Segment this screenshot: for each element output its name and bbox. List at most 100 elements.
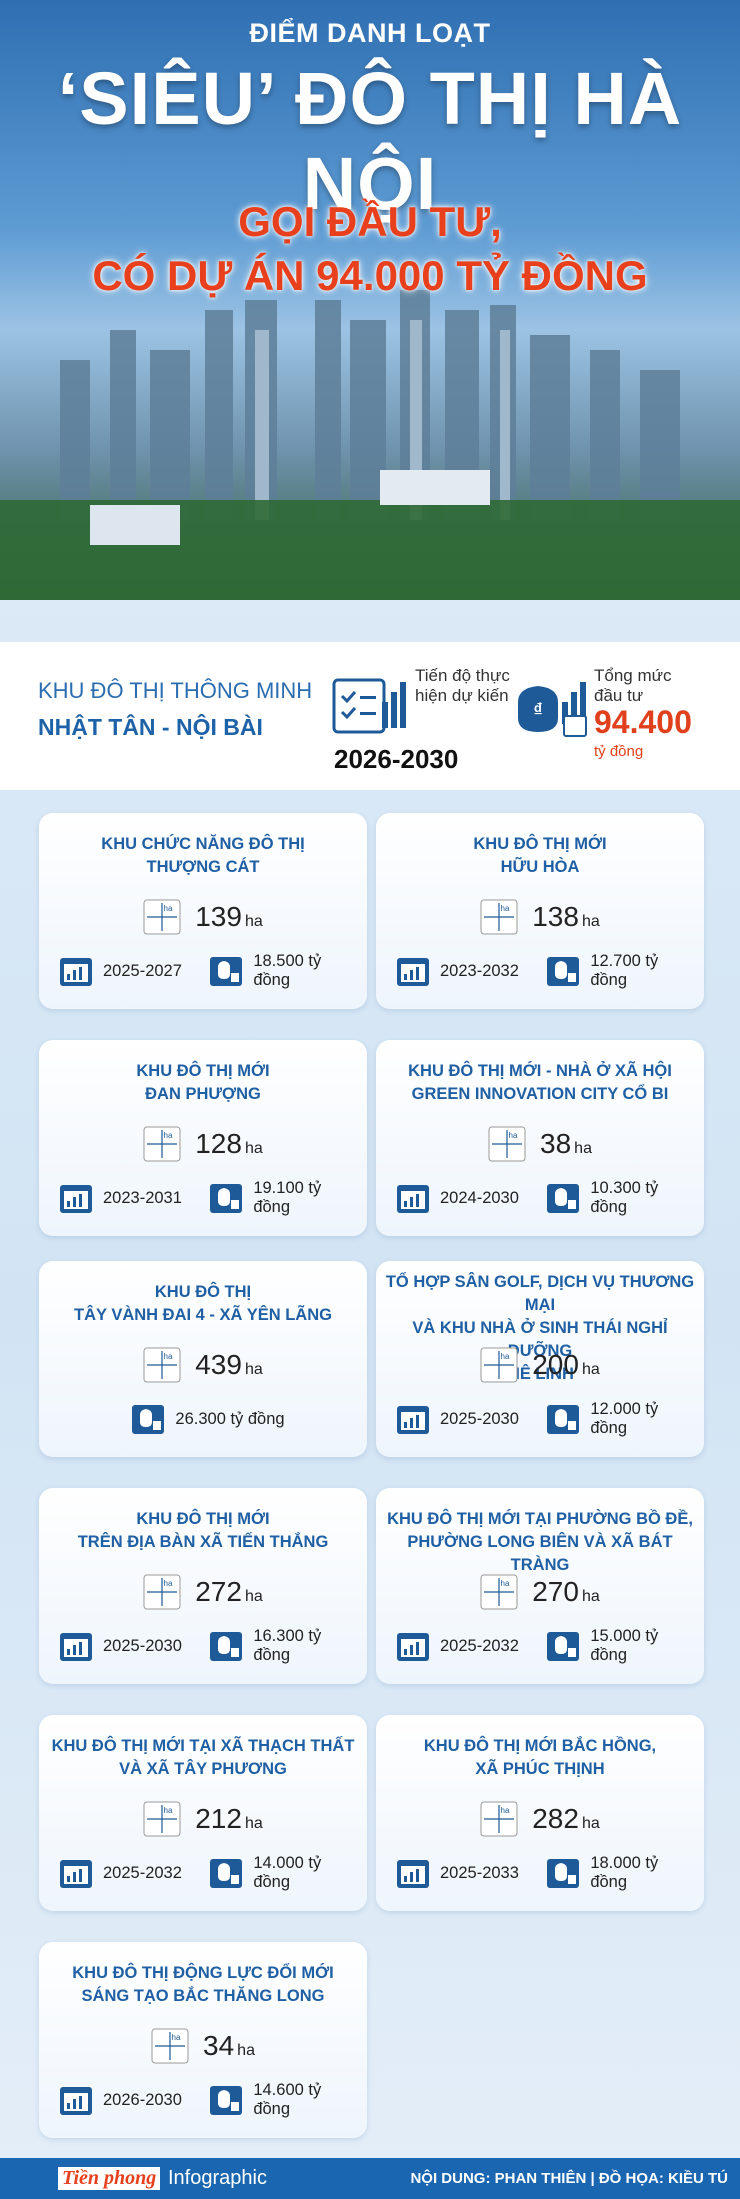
area-icon-unit: ha	[164, 1131, 173, 1140]
investment: 14.600 tỷ đồng	[253, 2081, 322, 2118]
area-row: ha 270 ha	[376, 1574, 704, 1610]
area-unit: ha	[244, 1588, 263, 1605]
area-icon: ha	[480, 1801, 518, 1837]
investment-icon	[210, 2086, 243, 2115]
area-number: 38	[540, 1128, 572, 1159]
project-name-line: THƯỢNG CÁT	[146, 858, 260, 876]
details-row: 2025-2027 18.500 tỷ đồng	[59, 952, 357, 989]
project-name: KHU ĐÔ THỊ MỚI BẮC HỒNG, XÃ PHÚC THỊNH	[382, 1735, 698, 1781]
details-row: 2023-2031 19.100 tỷ đồng	[59, 1179, 357, 1216]
period: 2025-2033	[440, 1863, 519, 1882]
area-icon: ha	[143, 1574, 181, 1610]
area-icon: ha	[480, 1347, 518, 1383]
project-card: KHU ĐÔ THỊ MỚI BẮC HỒNG, XÃ PHÚC THỊNH ha 2…	[376, 1715, 704, 1911]
period: 2024-2030	[440, 1188, 519, 1207]
area-value: 272 ha	[195, 1576, 263, 1608]
project-name: KHU ĐÔ THỊ ĐỘNG LỰC ĐỔI MỚI SÁNG TẠO BẮC …	[45, 1962, 361, 2008]
area-value: 38 ha	[540, 1128, 592, 1160]
investment-unit: tỷ đồng	[594, 743, 644, 760]
brand-section: Infographic	[168, 2167, 267, 2189]
brand: Tiền phong	[58, 2167, 161, 2190]
area-icon: ha	[480, 1574, 518, 1610]
area-unit: ha	[244, 913, 263, 930]
project-name-line: KHU ĐÔ THỊ	[154, 1283, 252, 1301]
investment-icon	[132, 1405, 165, 1434]
details-row: 2023-2032 12.700 tỷ đồng	[396, 952, 694, 989]
investment-label: Tổng mức đầu tư	[594, 666, 672, 705]
area-number: 34	[203, 2030, 235, 2061]
period: 2026-2030	[103, 2090, 182, 2109]
area-number: 212	[195, 1803, 242, 1834]
project-name-line: TRÊN ĐỊA BÀN XÃ TIẾN THẮNG	[77, 1533, 329, 1551]
timeline-icon	[397, 1185, 429, 1213]
area-number: 439	[195, 1349, 242, 1380]
footer: Tiền phong Infographic NỘI DUNG: PHAN TH…	[0, 2158, 740, 2199]
area-value: 439 ha	[195, 1349, 263, 1381]
project-name-line: KHU ĐÔ THỊ ĐỘNG LỰC ĐỔI MỚI	[72, 1964, 334, 1982]
area-row: ha 138 ha	[376, 899, 704, 935]
area-unit: ha	[244, 1815, 263, 1832]
area-icon-unit: ha	[164, 1579, 173, 1588]
area-icon-unit: ha	[501, 1806, 510, 1815]
area-unit: ha	[581, 1588, 600, 1605]
area-unit: ha	[244, 1140, 263, 1157]
timeline-icon	[60, 958, 92, 986]
details-row: 2025-2032 15.000 tỷ đồng	[396, 1627, 694, 1664]
investment-icon	[547, 1184, 580, 1213]
area-row: ha 128 ha	[39, 1126, 367, 1162]
area-icon: ha	[143, 1347, 181, 1383]
period: 2025-2027	[103, 961, 182, 980]
area-row: ha 200 ha	[376, 1347, 704, 1383]
timeline-icon	[60, 1860, 92, 1888]
area-icon-unit: ha	[164, 1352, 173, 1361]
investment: 18.500 tỷ đồng	[253, 952, 322, 989]
project-name-line: TÂY VÀNH ĐAI 4 - XÃ YÊN LÃNG	[74, 1306, 332, 1324]
subtitle-line: GỌI ĐẦU TƯ,	[238, 198, 502, 245]
main-title: ‘SIÊU’ ĐÔ THỊ HÀ NỘI	[57, 57, 683, 225]
investment-icon	[547, 1632, 580, 1661]
project-name: TỔ HỢP SÂN GOLF, DỊCH VỤ THƯƠNG MẠI VÀ KH…	[382, 1271, 698, 1386]
area-row: ha 139 ha	[39, 899, 367, 935]
investment-icon	[210, 1632, 243, 1661]
area-icon: ha	[143, 1126, 181, 1162]
timeline-label: Tiến độ thực hiện dự kiến	[415, 666, 510, 705]
area-row: ha 282 ha	[376, 1801, 704, 1837]
area-value: 212 ha	[195, 1803, 263, 1835]
area-row: ha 38 ha	[376, 1126, 704, 1162]
project-name-line: SÁNG TẠO BẮC THĂNG LONG	[81, 1987, 325, 2005]
details-row: 2024-2030 10.300 tỷ đồng	[396, 1179, 694, 1216]
details-row: 2026-2030 14.600 tỷ đồng	[59, 2081, 357, 2118]
area-number: 138	[532, 901, 579, 932]
period: 2025-2030	[440, 1409, 519, 1428]
timeline-icon	[60, 2087, 92, 2115]
area-unit: ha	[574, 1140, 592, 1157]
investment-icon	[210, 957, 243, 986]
investment: 12.000 tỷ đồng	[590, 1400, 659, 1437]
project-card: KHU CHỨC NĂNG ĐÔ THỊ THƯỢNG CÁT ha 139 ha 202…	[39, 813, 367, 1009]
project-name-line: KHU ĐÔ THỊ MỚI	[136, 1062, 270, 1080]
project-card: KHU ĐÔ THỊ MỚI ĐAN PHƯỢNG ha 128 ha 2023-2031…	[39, 1040, 367, 1236]
project-name: KHU ĐÔ THỊ MỚI - NHÀ Ở XÃ HỘI GREEN INNOV…	[382, 1060, 698, 1106]
investment: 15.000 tỷ đồng	[590, 1627, 659, 1664]
project-name-line: KHU ĐÔ THỊ MỚI BẮC HỒNG,	[423, 1737, 657, 1755]
hero: ĐIỂM DANH LOẠT ‘SIÊU’ ĐÔ THỊ HÀ NỘI GỌI …	[0, 0, 740, 600]
project-name-line: KHU ĐÔ THỊ MỚI	[473, 835, 607, 853]
investment-icon	[210, 1184, 243, 1213]
timeline-icon	[397, 1406, 429, 1434]
details-row: 2025-2030 12.000 tỷ đồng	[396, 1400, 694, 1437]
skyline	[0, 290, 740, 600]
project-card: KHU ĐÔ THỊ ĐỘNG LỰC ĐỔI MỚI SÁNG TẠO BẮC …	[39, 1942, 367, 2138]
timeline-icon	[332, 678, 406, 734]
area-icon-unit: ha	[501, 1352, 510, 1361]
project-name-line: KHU ĐÔ THỊ MỚI	[136, 1510, 270, 1528]
investment-icon	[547, 1405, 580, 1434]
period: 2023-2032	[440, 961, 519, 980]
area-value: 138 ha	[532, 901, 600, 933]
project-name: KHU ĐÔ THỊ MỚI HỮU HÒA	[382, 833, 698, 879]
featured-label: KHU ĐÔ THỊ THÔNG MINH	[38, 678, 313, 703]
investment-icon	[547, 1859, 580, 1888]
area-icon: ha	[143, 899, 181, 935]
investment: 16.300 tỷ đồng	[253, 1627, 322, 1664]
area-icon: ha	[488, 1126, 526, 1162]
timeline-icon	[60, 1633, 92, 1661]
